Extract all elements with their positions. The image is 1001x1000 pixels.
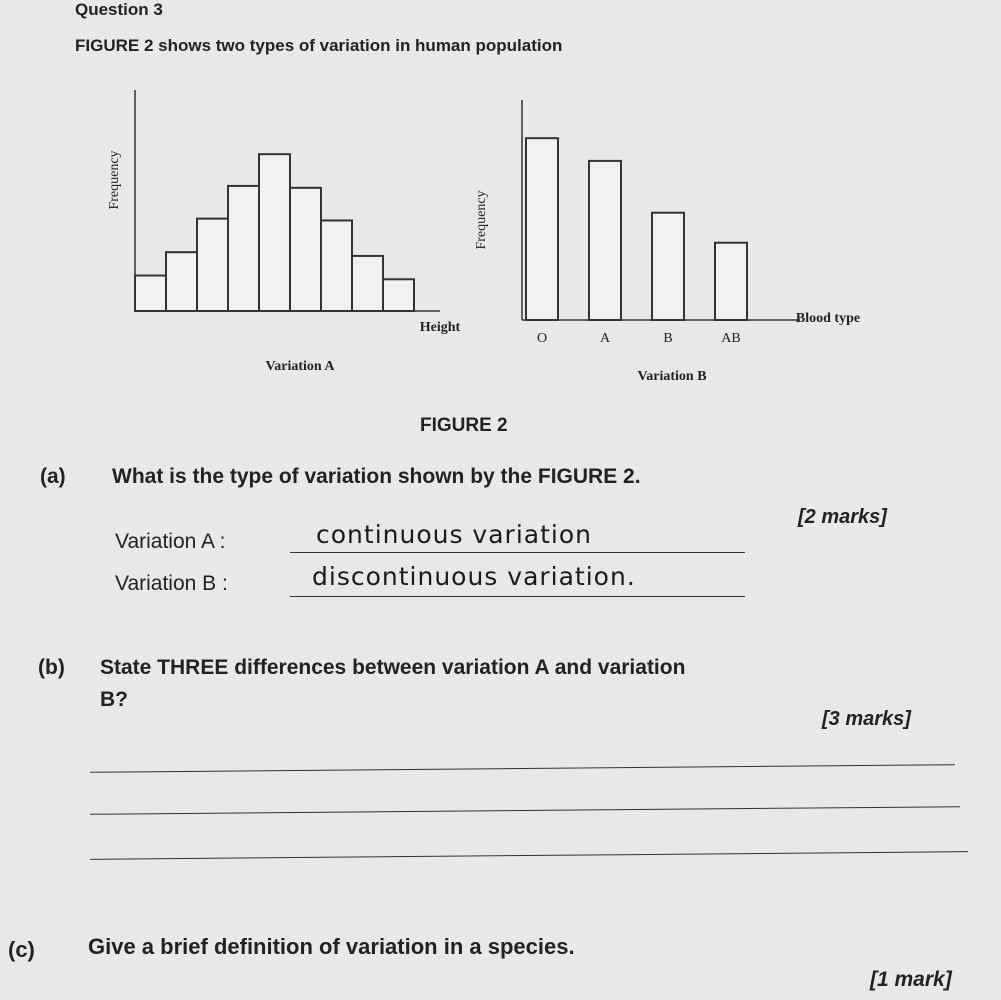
answer-label: Variation B : [115, 572, 228, 595]
x-axis-label: Blood type [796, 311, 860, 326]
answer-label: Variation A : [115, 530, 226, 553]
bar [651, 211, 685, 322]
intro: FIGURE 2 shows two types of variation in… [75, 36, 563, 55]
bar [588, 159, 622, 321]
x-tick-label: A [600, 331, 611, 346]
answer-line [90, 764, 955, 773]
x-tick-label: O [537, 331, 547, 346]
answer-line [290, 552, 745, 553]
y-axis-label: Frequency [107, 150, 122, 209]
marks: [2 marks] [798, 506, 887, 528]
bar [258, 153, 291, 312]
answer-line [90, 851, 968, 860]
chart-title: Variation A [265, 359, 335, 374]
bar [351, 254, 384, 312]
answer-line [290, 596, 745, 597]
bar [134, 274, 167, 313]
question-title: Question 3 [75, 0, 163, 19]
marks: [3 marks] [822, 708, 911, 730]
answer-line [90, 806, 960, 815]
part-label: (c) [8, 937, 35, 962]
part-label: (a) [40, 465, 66, 488]
bar [289, 186, 322, 312]
handwritten-answer: continuous variation [316, 520, 592, 549]
bar [382, 278, 415, 312]
bar [320, 219, 353, 312]
bar [165, 251, 198, 312]
x-axis-label: Height [420, 320, 461, 335]
marks: [1 mark] [870, 968, 952, 991]
figure-caption: FIGURE 2 [420, 415, 508, 436]
question: State THREE differences between variatio… [100, 656, 686, 679]
question: B? [100, 688, 128, 711]
x-tick-label: AB [721, 331, 740, 346]
question: What is the type of variation shown by t… [112, 465, 641, 488]
y-axis-label: Frequency [474, 190, 489, 249]
figure: Frequency Height Variation A Frequency Blood… [107, 90, 860, 384]
bar [227, 184, 260, 312]
handwritten-answer: discontinuous variation. [312, 562, 636, 591]
part-label: (b) [38, 656, 65, 679]
question: Give a brief definition of variation in … [88, 934, 575, 959]
bar [196, 217, 229, 313]
bar [714, 241, 748, 322]
x-tick-label: B [663, 331, 672, 346]
chart-title: Variation B [637, 369, 706, 384]
bar [525, 137, 559, 321]
